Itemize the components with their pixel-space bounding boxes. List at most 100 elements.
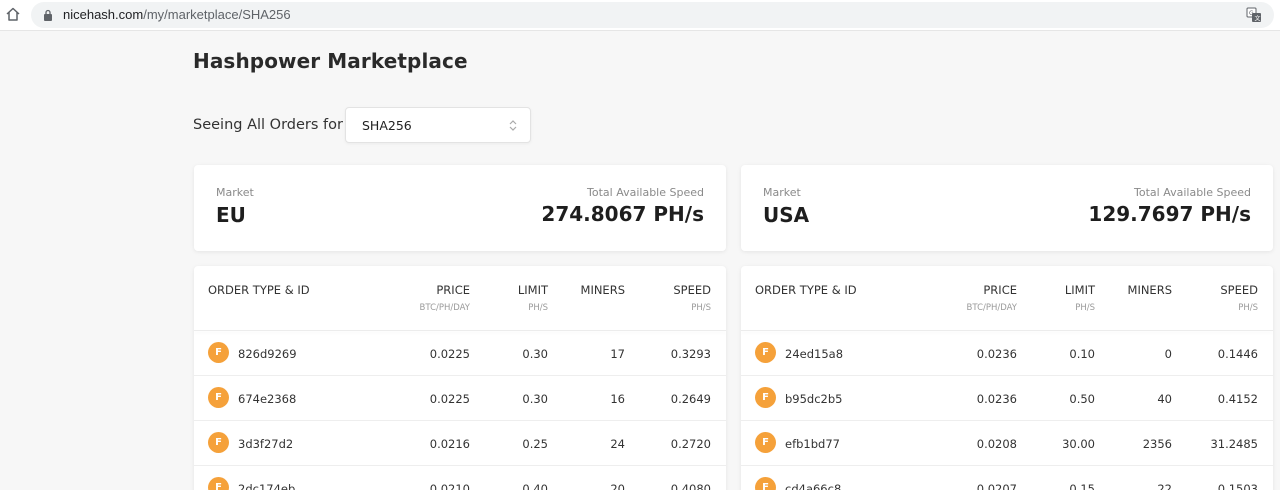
order-speed: 0.4080 <box>670 482 711 490</box>
page-title: Hashpower Marketplace <box>193 49 468 73</box>
order-miners: 0 <box>1164 347 1172 361</box>
order-id: 674e2368 <box>238 392 297 406</box>
order-type-badge: F <box>208 432 229 453</box>
orders-table-eu: ORDER TYPE & ID PRICE BTC/PH/DAY LIMIT P… <box>194 266 726 490</box>
order-limit: 0.15 <box>1069 482 1095 490</box>
svg-text:G: G <box>1249 10 1254 17</box>
total-speed-label: Total Available Speed <box>587 186 704 199</box>
column-unit-price: BTC/PH/DAY <box>966 303 1017 313</box>
home-icon[interactable] <box>5 6 21 22</box>
order-price: 0.0216 <box>429 437 470 451</box>
order-price: 0.0225 <box>429 392 470 406</box>
market-name: EU <box>216 203 246 227</box>
order-id: 24ed15a8 <box>785 347 844 361</box>
header-divider <box>741 330 1273 331</box>
order-speed: 31.2485 <box>1210 437 1258 451</box>
order-miners: 40 <box>1157 392 1172 406</box>
order-price: 0.0207 <box>976 482 1017 490</box>
select-arrows-icon <box>509 120 517 131</box>
market-name: USA <box>763 203 810 227</box>
order-miners: 17 <box>610 347 625 361</box>
market-label: Market <box>216 186 254 199</box>
algorithm-select-value: SHA256 <box>362 118 412 133</box>
order-speed: 0.4152 <box>1217 392 1258 406</box>
total-speed-label: Total Available Speed <box>1134 186 1251 199</box>
total-speed-value: 129.7697 PH/s <box>1088 202 1251 226</box>
order-id: b95dc2b5 <box>785 392 843 406</box>
order-speed: 0.2720 <box>670 437 711 451</box>
order-limit: 30.00 <box>1062 437 1095 451</box>
order-price: 0.0208 <box>976 437 1017 451</box>
url-path: /my/marketplace/SHA256 <box>143 7 291 22</box>
market-summary-eu: Market EU Total Available Speed 274.8067… <box>194 165 726 251</box>
table-row[interactable]: F 3d3f27d2 0.0216 0.25 24 0.2720 <box>194 421 726 466</box>
lock-icon[interactable] <box>43 9 53 21</box>
column-unit-limit: PH/S <box>528 303 548 313</box>
order-miners: 24 <box>610 437 625 451</box>
url-host: nicehash.com <box>63 7 144 22</box>
address-bar[interactable]: nicehash.com/my/marketplace/SHA256 G 文 <box>31 2 1274 28</box>
order-limit: 0.30 <box>522 347 548 361</box>
order-type-badge: F <box>755 432 776 453</box>
order-limit: 0.10 <box>1069 347 1095 361</box>
market-summary-usa: Market USA Total Available Speed 129.769… <box>741 165 1273 251</box>
order-type-badge: F <box>208 477 229 490</box>
order-limit: 0.25 <box>522 437 548 451</box>
column-header-price[interactable]: PRICE <box>983 283 1017 297</box>
column-header-miners[interactable]: MINERS <box>580 283 625 297</box>
column-unit-limit: PH/S <box>1075 303 1095 313</box>
column-header-limit[interactable]: LIMIT <box>1064 283 1095 297</box>
order-speed: 0.1446 <box>1217 347 1258 361</box>
order-limit: 0.40 <box>522 482 548 490</box>
order-limit: 0.30 <box>522 392 548 406</box>
url-text: nicehash.com/my/marketplace/SHA256 <box>63 7 291 22</box>
table-row[interactable]: F cd4a66c8 0.0207 0.15 22 0.1503 <box>741 466 1273 490</box>
market-label: Market <box>763 186 801 199</box>
order-miners: 2356 <box>1142 437 1172 451</box>
column-header-order[interactable]: ORDER TYPE & ID <box>208 283 310 297</box>
table-row[interactable]: F b95dc2b5 0.0236 0.50 40 0.4152 <box>741 376 1273 421</box>
column-header-miners[interactable]: MINERS <box>1127 283 1172 297</box>
order-id: efb1bd77 <box>785 437 840 451</box>
order-limit: 0.50 <box>1069 392 1095 406</box>
order-id: 826d9269 <box>238 347 297 361</box>
order-id: 2dc174eb <box>238 482 296 490</box>
table-row[interactable]: F 24ed15a8 0.0236 0.10 0 0.1446 <box>741 331 1273 376</box>
seeing-orders-label: Seeing All Orders for <box>193 117 343 133</box>
order-price: 0.0210 <box>429 482 470 490</box>
order-speed: 0.3293 <box>670 347 711 361</box>
column-header-limit[interactable]: LIMIT <box>517 283 548 297</box>
translate-icon[interactable]: G 文 <box>1246 7 1262 23</box>
order-miners: 22 <box>1157 482 1172 490</box>
column-unit-speed: PH/S <box>691 303 711 313</box>
table-row[interactable]: F efb1bd77 0.0208 30.00 2356 31.2485 <box>741 421 1273 466</box>
order-type-badge: F <box>208 387 229 408</box>
column-header-speed[interactable]: SPEED <box>1220 283 1258 297</box>
browser-toolbar: nicehash.com/my/marketplace/SHA256 G 文 <box>0 0 1280 31</box>
column-header-order[interactable]: ORDER TYPE & ID <box>755 283 857 297</box>
table-row[interactable]: F 2dc174eb 0.0210 0.40 20 0.4080 <box>194 466 726 490</box>
svg-text:文: 文 <box>1255 15 1261 23</box>
column-header-price[interactable]: PRICE <box>436 283 470 297</box>
order-speed: 0.2649 <box>670 392 711 406</box>
order-type-badge: F <box>755 387 776 408</box>
total-speed-value: 274.8067 PH/s <box>541 202 704 226</box>
column-unit-price: BTC/PH/DAY <box>419 303 470 313</box>
order-miners: 16 <box>610 392 625 406</box>
column-header-speed[interactable]: SPEED <box>673 283 711 297</box>
order-id: 3d3f27d2 <box>238 437 294 451</box>
table-row[interactable]: F 674e2368 0.0225 0.30 16 0.2649 <box>194 376 726 421</box>
order-miners: 20 <box>610 482 625 490</box>
order-type-badge: F <box>208 342 229 363</box>
algorithm-select[interactable]: SHA256 <box>345 107 531 143</box>
orders-table-usa: ORDER TYPE & ID PRICE BTC/PH/DAY LIMIT P… <box>741 266 1273 490</box>
header-divider <box>194 330 726 331</box>
table-row[interactable]: F 826d9269 0.0225 0.30 17 0.3293 <box>194 331 726 376</box>
order-id: cd4a66c8 <box>785 482 842 490</box>
order-type-badge: F <box>755 342 776 363</box>
order-price: 0.0225 <box>429 347 470 361</box>
order-type-badge: F <box>755 477 776 490</box>
column-unit-speed: PH/S <box>1238 303 1258 313</box>
order-speed: 0.1503 <box>1217 482 1258 490</box>
order-price: 0.0236 <box>976 347 1017 361</box>
